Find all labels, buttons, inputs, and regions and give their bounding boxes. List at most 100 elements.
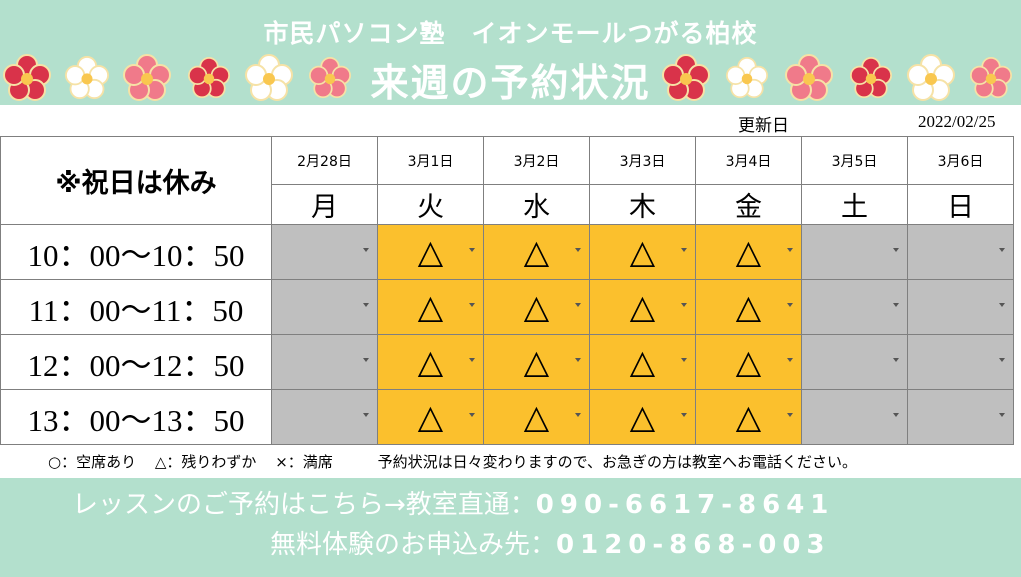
slot-status: △ xyxy=(629,397,656,436)
dropdown-arrow-icon[interactable] xyxy=(999,248,1005,252)
table-row: 13：00〜13：50 △ △ △ △ xyxy=(0,389,1014,445)
dropdown-arrow-icon[interactable] xyxy=(787,413,793,417)
date-header: 3月5日 xyxy=(801,136,908,185)
slot-dropdown[interactable]: △ xyxy=(695,279,802,335)
slot-dropdown[interactable] xyxy=(801,279,908,335)
slot-dropdown[interactable]: △ xyxy=(377,224,484,280)
slot-status: △ xyxy=(629,342,656,381)
dropdown-arrow-icon[interactable] xyxy=(363,303,369,307)
dropdown-arrow-icon[interactable] xyxy=(893,358,899,362)
dropdown-arrow-icon[interactable] xyxy=(681,248,687,252)
dropdown-arrow-icon[interactable] xyxy=(575,303,581,307)
slot-dropdown[interactable] xyxy=(271,279,378,335)
dropdown-arrow-icon[interactable] xyxy=(469,413,475,417)
slot-dropdown[interactable]: △ xyxy=(483,224,590,280)
date-header: 3月2日 xyxy=(483,136,590,185)
slot-dropdown[interactable] xyxy=(907,334,1014,390)
dropdown-arrow-icon[interactable] xyxy=(363,248,369,252)
plum-flower-icon xyxy=(662,54,710,101)
slot-dropdown[interactable]: △ xyxy=(589,279,696,335)
dropdown-arrow-icon[interactable] xyxy=(469,248,475,252)
dropdown-arrow-icon[interactable] xyxy=(363,358,369,362)
trial-phone[interactable]: 0120-868-003 xyxy=(556,530,831,560)
dropdown-arrow-icon[interactable] xyxy=(893,303,899,307)
slot-dropdown[interactable] xyxy=(907,224,1014,280)
footer-banner xyxy=(0,478,1021,577)
dropdown-arrow-icon[interactable] xyxy=(681,358,687,362)
table-row: 12：00〜12：50 △ △ △ △ xyxy=(0,334,1014,390)
updated-date: 2022/02/25 xyxy=(918,112,996,131)
slot-dropdown[interactable] xyxy=(801,224,908,280)
dropdown-arrow-icon[interactable] xyxy=(681,303,687,307)
dropdown-arrow-icon[interactable] xyxy=(575,248,581,252)
dropdown-arrow-icon[interactable] xyxy=(575,358,581,362)
dropdown-arrow-icon[interactable] xyxy=(787,303,793,307)
slot-dropdown[interactable]: △ xyxy=(695,389,802,445)
slot-dropdown[interactable] xyxy=(801,389,908,445)
legend-available: ○：空席あり xyxy=(48,453,137,471)
slot-status: △ xyxy=(629,287,656,326)
legend: ○：空席あり △：残りわずか ×：満席 予約状況は日々変わりますので、お急ぎの方… xyxy=(48,451,871,472)
slot-status: △ xyxy=(417,287,444,326)
weekday-header: 土 xyxy=(801,184,908,225)
schedule-table: ※祝日は休み 2月28日 3月1日 3月2日 3月3日 3月4日 3月5日 3月… xyxy=(0,136,1014,445)
dropdown-arrow-icon[interactable] xyxy=(363,413,369,417)
date-header: 3月1日 xyxy=(377,136,484,185)
dropdown-arrow-icon[interactable] xyxy=(681,413,687,417)
dropdown-arrow-icon[interactable] xyxy=(469,303,475,307)
plum-flower-icon xyxy=(785,54,833,101)
dropdown-arrow-icon[interactable] xyxy=(999,358,1005,362)
slot-status: △ xyxy=(735,232,762,271)
date-header: 3月6日 xyxy=(907,136,1014,185)
date-header: 3月4日 xyxy=(695,136,802,185)
slot-status: △ xyxy=(735,342,762,381)
slot-dropdown[interactable]: △ xyxy=(589,334,696,390)
slot-dropdown[interactable] xyxy=(271,334,378,390)
table-row: 11：00〜11：50 △ △ △ △ xyxy=(0,279,1014,335)
slot-dropdown[interactable]: △ xyxy=(377,389,484,445)
dropdown-arrow-icon[interactable] xyxy=(893,248,899,252)
plum-flower-icon xyxy=(3,54,51,101)
dropdown-arrow-icon[interactable] xyxy=(469,358,475,362)
slot-dropdown[interactable]: △ xyxy=(483,389,590,445)
slot-dropdown[interactable]: △ xyxy=(695,334,802,390)
dropdown-arrow-icon[interactable] xyxy=(893,413,899,417)
plum-flower-icon xyxy=(245,54,293,101)
slot-dropdown[interactable]: △ xyxy=(483,334,590,390)
plum-flower-icon xyxy=(188,57,230,99)
updated-label: 更新日 xyxy=(738,116,789,136)
dropdown-arrow-icon[interactable] xyxy=(999,303,1005,307)
plum-flower-icon xyxy=(970,57,1012,99)
slot-dropdown[interactable]: △ xyxy=(589,224,696,280)
dropdown-arrow-icon[interactable] xyxy=(575,413,581,417)
slot-status: △ xyxy=(629,232,656,271)
slot-dropdown[interactable]: △ xyxy=(377,279,484,335)
slot-dropdown[interactable]: △ xyxy=(695,224,802,280)
dropdown-arrow-icon[interactable] xyxy=(999,413,1005,417)
slot-dropdown[interactable]: △ xyxy=(589,389,696,445)
slot-dropdown[interactable] xyxy=(907,279,1014,335)
dropdown-arrow-icon[interactable] xyxy=(787,358,793,362)
slot-dropdown[interactable] xyxy=(801,334,908,390)
slot-dropdown[interactable]: △ xyxy=(377,334,484,390)
dropdown-arrow-icon[interactable] xyxy=(787,248,793,252)
time-slot-label: 11：00〜11：50 xyxy=(0,279,272,335)
date-header: 2月28日 xyxy=(271,136,378,185)
slot-status: △ xyxy=(523,397,550,436)
time-slot-label: 10：00〜10：50 xyxy=(0,224,272,280)
plum-flower-icon xyxy=(309,57,351,99)
slot-dropdown[interactable] xyxy=(907,389,1014,445)
reservation-phone[interactable]: 090-6617-8641 xyxy=(535,490,835,520)
slot-dropdown[interactable]: △ xyxy=(483,279,590,335)
plum-flower-icon xyxy=(726,57,768,99)
slot-dropdown[interactable] xyxy=(271,389,378,445)
reservation-label: レッスンのご予約はこちら→教室直通： xyxy=(72,490,536,520)
slot-dropdown[interactable] xyxy=(271,224,378,280)
time-slot-label: 13：00〜13：50 xyxy=(0,389,272,445)
table-row: 10：00〜10：50 △ △ △ △ xyxy=(0,224,1014,280)
legend-note: 予約状況は日々変わりますので、お急ぎの方は教室へお電話ください。 xyxy=(377,453,857,471)
school-name: 市民パソコン塾 イオンモールつがる柏校 xyxy=(263,19,758,48)
plum-flower-icon xyxy=(850,57,892,99)
time-slot-label: 12：00〜12：50 xyxy=(0,334,272,390)
page-title: 来週の予約状況 xyxy=(370,61,651,105)
